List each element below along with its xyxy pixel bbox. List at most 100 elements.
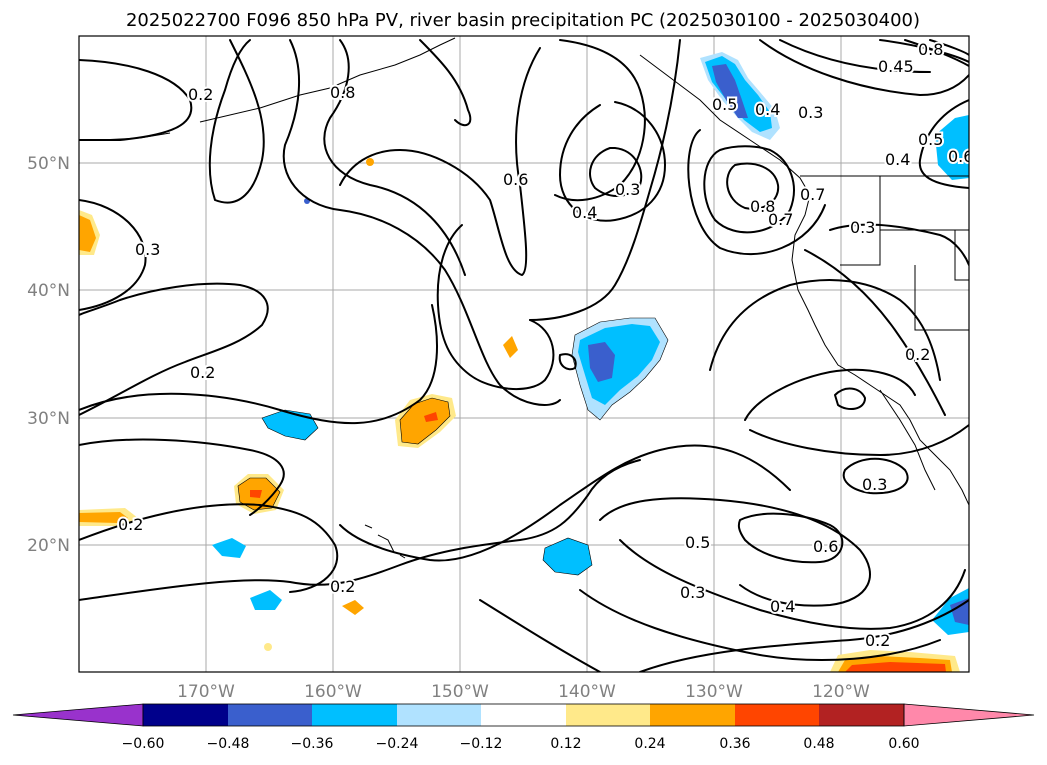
negative-anomaly-west-3 [250,590,282,610]
colorbar-extend-min [12,703,144,727]
lon-tick-label: 160°W [304,682,362,702]
colorbar-tick-label: 0.48 [803,736,834,752]
contour-line [339,444,791,562]
state-borders [800,175,969,331]
positive-anomaly-west-edge-core [79,215,96,252]
contour-label: 0.3 [680,583,705,602]
negative-anomaly-peak-north [712,64,748,118]
negative-anomaly-southeast-peak [950,598,969,625]
contour-line [558,353,577,371]
positive-anomaly-peak-2 [250,490,262,498]
lat-tick-label: 50°N [27,154,70,174]
positive-anomaly-peak-1 [424,412,438,422]
contour-line [779,39,931,73]
contour-label: 0.3 [135,240,160,259]
lon-tick-label: 170°W [177,682,235,702]
baja-california [879,389,936,491]
contour-line [759,39,969,96]
lat-tick-label: 30°N [27,409,70,429]
colorbar-tick-label: −0.24 [376,736,419,752]
contour-line [834,387,866,411]
lon-tick-label: 130°W [685,682,743,702]
contour-line [419,39,472,127]
negative-anomaly-northeast [935,115,969,180]
contour-label: 0.3 [862,475,887,494]
contour-label: 0.3 [798,103,823,122]
colorbar: −0.60 −0.48 −0.36 −0.24 −0.12 0.12 0.24 … [12,703,1035,752]
lon-tick-label: 120°W [812,682,870,702]
contour-line [529,39,681,321]
lon-tick-label: 150°W [431,682,489,702]
contour-line [599,497,871,607]
contour-label: 0.8 [918,40,943,59]
colorbar-frame [142,703,905,727]
colorbar-segment [735,704,819,726]
positive-anomaly-bottom-peak [845,662,946,672]
contour-label: 0.2 [188,85,213,104]
contour-line [208,39,265,204]
colorbar-extend-max [903,703,1035,727]
contour-line [726,162,780,210]
contour-label: 0.2 [118,515,143,534]
positive-anomaly-dot-2 [366,158,374,166]
colorbar-segment [397,704,481,726]
contour-label: 0.5 [712,95,737,114]
contour-label: 0.5 [918,130,943,149]
contour-label: 0.5 [685,533,710,552]
contour-labels: 0.2 0.2 0.2 0.2 0.2 0.2 0.3 0.3 0.3 0.3 … [116,38,973,652]
positive-anomaly-dot-1 [264,643,272,651]
map-background [79,36,969,672]
contour-line [79,199,147,311]
colorbar-tick-label: −0.60 [122,736,165,752]
contour-label: 0.3 [615,180,640,199]
map-title: 2025022700 F096 850 hPa PV, river basin … [126,10,920,31]
contour-line [323,39,466,276]
negative-anomaly-peak-center [588,342,615,382]
hawaii-islands [364,524,406,559]
contour-line [436,224,555,391]
contour-label: 0.45 [878,57,914,76]
colorbar-tick-label: 0.12 [550,736,581,752]
contour-line [79,304,438,425]
lat-tick-label: 40°N [27,281,70,301]
contour-line [904,39,969,67]
contour-label: 0.6 [948,147,973,166]
contour-line [929,39,969,56]
contour-line [79,59,193,141]
contour-label: 0.2 [330,577,355,596]
contour-line [737,512,844,564]
contour-label: 0.2 [190,363,215,382]
colorbar-tick-label: −0.12 [460,736,503,752]
colorbar-segment [819,704,904,726]
contour-label: 0.4 [885,150,910,169]
contour-label: 0.8 [750,197,775,216]
contour-line [589,147,643,197]
contour-line [579,589,941,661]
graticule [79,36,969,672]
contour-line [282,39,561,406]
contour-label: 0.2 [905,345,930,364]
positive-anomaly-small-2 [342,600,364,615]
contour-line [79,503,339,593]
contour-line [639,599,969,672]
contour-line [749,424,969,456]
contour-label: 0.3 [850,218,875,237]
colorbar-segment [143,704,228,726]
pv-contours [79,39,969,672]
map-frame [78,35,970,673]
positive-anomaly-small-1 [503,336,518,358]
lon-tick-label: 140°W [558,682,616,702]
contour-label: 0.6 [503,170,528,189]
coastlines [99,37,969,559]
lat-tick-label: 20°N [27,536,70,556]
contour-line [744,368,916,421]
contour-line [79,282,269,416]
precipitation-shading [79,52,969,672]
colorbar-segment [228,704,312,726]
contour-label: 0.2 [865,631,890,650]
contour-line [479,599,601,672]
latitude-labels: 50°N 40°N 30°N 20°N [27,154,70,556]
colorbar-tick-label: −0.48 [207,736,250,752]
contour-line [709,279,941,381]
contour-label: 0.7 [768,210,793,229]
